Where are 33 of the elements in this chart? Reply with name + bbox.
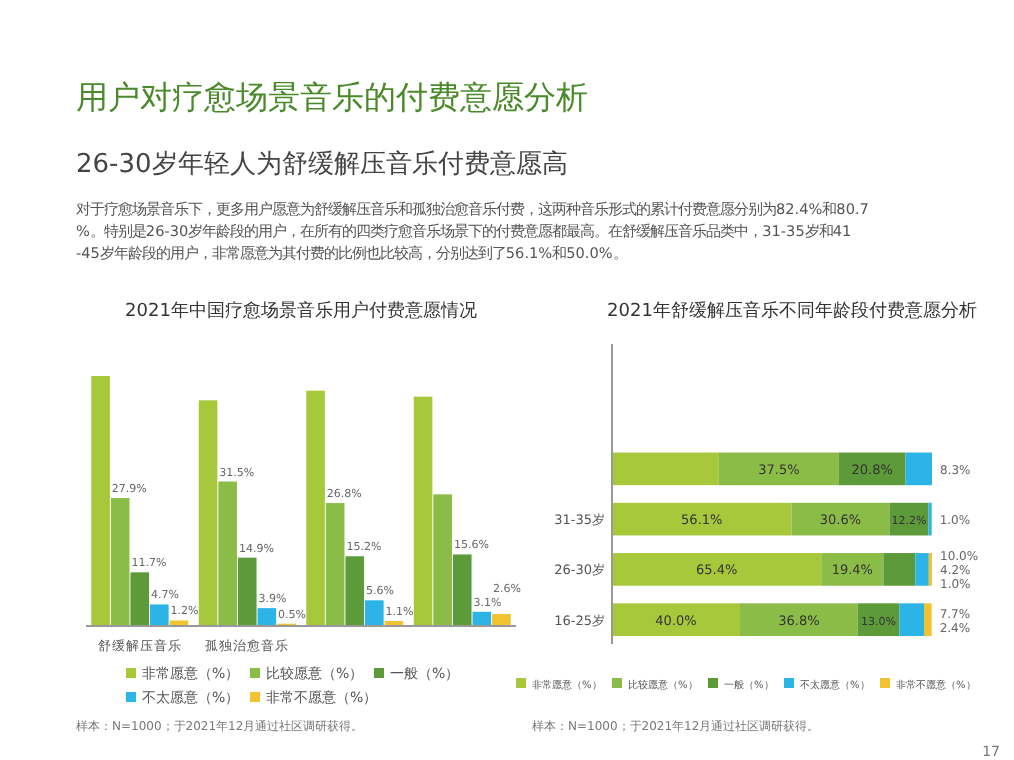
bar [821, 553, 884, 586]
bar [492, 614, 511, 626]
bar [791, 502, 890, 536]
bar [257, 608, 277, 626]
bar [740, 603, 858, 636]
chart-title: 2021年中国疗愈场景音乐用户付费意愿情况 [125, 300, 477, 322]
bar [905, 452, 932, 486]
bar [612, 603, 740, 636]
bar [237, 557, 257, 626]
bar [413, 396, 433, 626]
bar [915, 553, 929, 586]
bar [91, 376, 110, 626]
bar [110, 498, 130, 626]
bar [306, 390, 325, 626]
bar [612, 502, 792, 536]
bar [612, 553, 822, 586]
bar [150, 604, 169, 626]
text: 26-30岁年轻人为舒缓解压音乐付费意愿高 [76, 148, 568, 180]
text: 用户对疗愈场景音乐的付费意愿分析 [76, 78, 588, 116]
bar [365, 600, 384, 626]
bar [612, 452, 719, 486]
bar [130, 572, 150, 626]
bar [433, 494, 452, 626]
bar [345, 556, 365, 626]
bar [198, 400, 218, 626]
bar [924, 603, 932, 636]
chart-title: 2021年舒缓解压音乐不同年龄段付费意愿分析 [607, 300, 977, 322]
bar [883, 553, 916, 586]
bar [325, 503, 345, 626]
bar [218, 481, 237, 626]
bar [899, 603, 924, 636]
bar [452, 554, 472, 626]
bar [718, 452, 839, 486]
